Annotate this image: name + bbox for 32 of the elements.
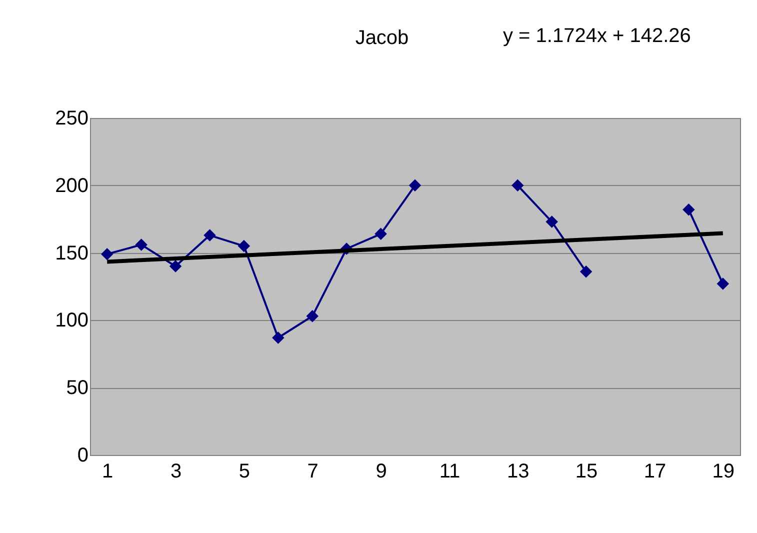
y-tick-label: 150 [55,242,88,264]
point [512,179,524,192]
point [204,229,216,242]
point [716,278,730,290]
x-tick-label: 9 [376,460,387,482]
point [272,332,284,344]
x-tick-label: 19 [712,460,735,482]
point [100,248,114,260]
x-tick-label: 7 [307,460,318,482]
x-tick-label: 11 [439,460,460,482]
point [682,204,695,216]
x-tick-label: 17 [644,460,666,482]
y-tick-label: 50 [66,377,88,400]
y-tick-label: 250 [55,108,88,130]
y-tick-label: 100 [55,310,88,332]
x-tick-label: 13 [507,460,530,482]
x-tick-label: 1 [102,460,114,482]
x-tick-label: 3 [170,460,182,482]
chart-title: Jacob [355,27,409,49]
text: y = 1.1724x + 142.26 [503,25,691,47]
y-tick-label: 0 [77,444,88,466]
x-tick-label: 15 [575,460,598,482]
point [238,240,250,252]
point [408,179,422,192]
point [169,260,182,272]
point [135,238,148,251]
point [374,228,387,240]
x-tick-label: 5 [238,460,250,482]
y-tick-label: 200 [55,174,88,197]
point [580,266,592,278]
point [306,310,318,322]
point [546,216,558,228]
